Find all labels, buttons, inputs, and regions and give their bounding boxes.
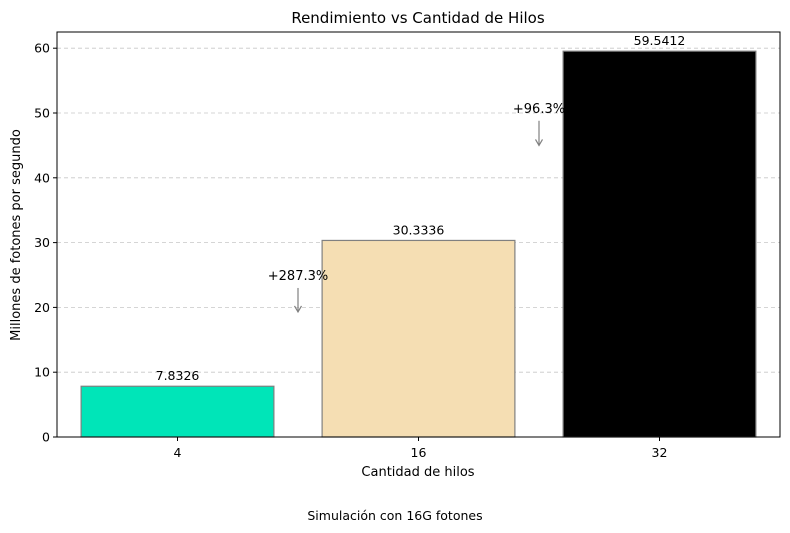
y-tick-label: 50 [34, 106, 50, 121]
y-axis-label: Millones de fotones por segundo [9, 129, 24, 341]
bar [562, 50, 757, 438]
annotation-label: +96.3% [513, 102, 565, 117]
y-tick-label: 20 [34, 300, 50, 315]
chart-title: Rendimiento vs Cantidad de Hilos [291, 9, 545, 27]
x-axis-label: Cantidad de hilos [361, 465, 474, 480]
x-tick-label: 16 [411, 445, 427, 460]
x-tick-label: 32 [652, 445, 668, 460]
bar-value-label: 59.5412 [634, 33, 686, 48]
bar [321, 239, 516, 438]
y-tick-label: 0 [42, 430, 50, 445]
bar-value-label: 30.3336 [393, 222, 445, 237]
annotation-arrow-head [293, 305, 303, 314]
x-axis: 4 16 32 [174, 437, 668, 460]
chart-caption: Simulación con 16G fotones [307, 508, 482, 523]
y-tick-label: 10 [34, 365, 50, 380]
x-tick-label: 4 [174, 445, 182, 460]
y-tick-label: 60 [34, 41, 50, 56]
annotation-label: +287.3% [268, 269, 328, 284]
annotation-arrow-head [534, 139, 544, 147]
annotations: +287.3% +96.3% [268, 102, 565, 314]
bar-value-labels: 7.8326 30.3336 59.5412 [156, 33, 686, 383]
bar-value-label: 7.8326 [156, 368, 200, 383]
y-tick-label: 40 [34, 170, 50, 185]
bar [80, 385, 275, 438]
y-tick-label: 30 [34, 235, 50, 250]
y-axis: 0 10 20 30 40 50 60 [34, 41, 57, 445]
